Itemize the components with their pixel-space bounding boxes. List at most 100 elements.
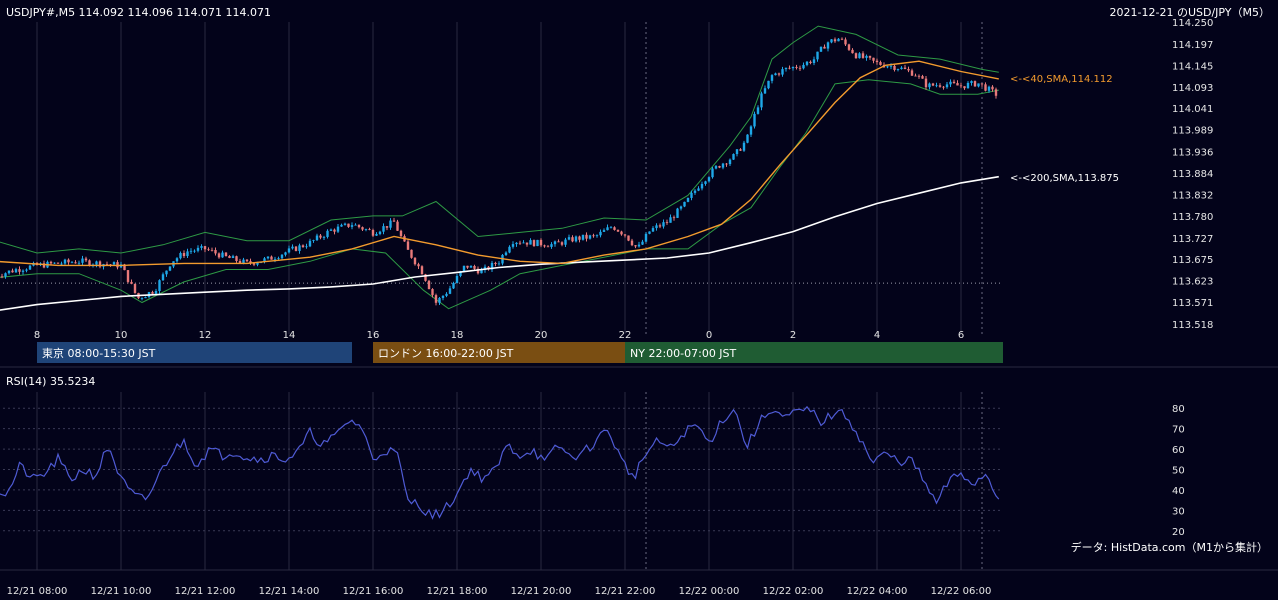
candle-body — [620, 231, 623, 235]
candle-body — [833, 39, 837, 42]
candle-body — [987, 86, 991, 91]
time-tick-label: 12/21 22:00 — [595, 586, 656, 597]
time-tick-label: 12/21 10:00 — [91, 586, 152, 597]
candle-body — [532, 240, 536, 247]
candle-body — [504, 252, 508, 255]
candle-body — [837, 38, 840, 42]
candle-body — [196, 247, 200, 251]
candle-body — [802, 64, 805, 69]
candle-body — [322, 236, 326, 238]
session-bar — [625, 342, 1003, 363]
candle-body — [662, 222, 665, 227]
candle-body — [392, 220, 396, 222]
price-tick-label: 113.623 — [1172, 277, 1213, 288]
session-label: NY 22:00-07:00 JST — [630, 347, 737, 360]
candle-body — [742, 142, 746, 151]
candle-body — [319, 235, 322, 238]
candle-body — [193, 250, 196, 252]
price-tick-label: 113.571 — [1172, 298, 1213, 309]
candle-body — [427, 280, 431, 290]
session-bars: 東京 08:00-15:30 JST ロンドン 16:00-22:00 JST NY… — [37, 342, 1003, 363]
candle-body — [903, 67, 907, 70]
candle-body — [14, 269, 18, 273]
candle-body — [893, 65, 896, 70]
candle-body — [329, 229, 333, 231]
candle-body — [126, 270, 130, 282]
candle-body — [364, 229, 368, 231]
time-tick-label: 12/21 18:00 — [427, 586, 488, 597]
candle-body — [445, 293, 448, 296]
candle-body — [210, 249, 214, 251]
moving-averages — [0, 60, 999, 311]
candle-body — [665, 222, 669, 223]
candle-body — [753, 113, 756, 127]
price-axis: 114.250 114.197 114.145 114.093 114.041 113.9… — [1172, 18, 1213, 331]
candle-body — [189, 250, 193, 252]
bollinger-lower — [0, 79, 999, 310]
candle-body — [690, 192, 693, 198]
candle-body — [0, 276, 4, 278]
candle-body — [144, 297, 147, 299]
candle-body — [165, 270, 168, 275]
candle-body — [977, 83, 980, 87]
candle-body — [784, 67, 788, 70]
candle-body — [574, 236, 578, 242]
hour-tick-label: 0 — [706, 330, 712, 341]
candle-body — [291, 246, 294, 249]
candle-body — [823, 46, 826, 49]
candle-body — [354, 224, 357, 226]
candle-body — [900, 67, 903, 70]
candle-body — [749, 126, 753, 135]
candle-body — [623, 234, 627, 236]
candle-body — [770, 75, 774, 81]
candle-body — [441, 295, 445, 298]
candle-body — [221, 252, 224, 258]
session-label: ロンドン 16:00-22:00 JST — [378, 347, 514, 360]
candle-body — [490, 262, 494, 270]
candle-body — [361, 227, 364, 230]
candle-body — [11, 270, 14, 273]
candle-body — [763, 88, 767, 94]
candle-body — [214, 250, 217, 254]
candle-body — [564, 239, 567, 245]
candle-body — [924, 78, 928, 88]
session-label: 東京 08:00-15:30 JST — [42, 346, 156, 360]
candle-body — [714, 166, 718, 169]
candle-body — [431, 289, 434, 296]
candle-body — [77, 262, 81, 264]
hour-tick-label: 10 — [115, 330, 128, 341]
candle-body — [315, 235, 319, 241]
candle-body — [98, 261, 102, 267]
candle-body — [459, 271, 462, 276]
candle-body — [280, 254, 284, 259]
hour-tick-label: 2 — [790, 330, 796, 341]
hour-tick-label: 4 — [874, 330, 880, 341]
candle-body — [63, 259, 67, 264]
candle-body — [861, 53, 865, 58]
candle-body — [207, 249, 210, 251]
price-tick-label: 114.093 — [1172, 83, 1213, 94]
candle-body — [238, 260, 242, 264]
candle-body — [529, 240, 532, 245]
candle-body — [910, 70, 914, 76]
candle-body — [858, 53, 861, 59]
candle-body — [326, 230, 329, 237]
candle-body — [151, 292, 154, 294]
candle-body — [284, 252, 287, 255]
candle-body — [557, 241, 560, 243]
candle-body — [466, 265, 469, 268]
candle-body — [347, 223, 350, 227]
candle-body — [963, 86, 966, 89]
candle-body — [644, 233, 648, 242]
price-tick-label: 113.936 — [1172, 148, 1213, 159]
candle-body — [154, 291, 158, 294]
candle-body — [795, 66, 798, 68]
candle-body — [634, 245, 637, 247]
candle-body — [396, 221, 399, 231]
candle-body — [543, 245, 546, 247]
candle-body — [973, 81, 977, 87]
candle-body — [438, 297, 441, 303]
candle-body — [571, 237, 574, 242]
candle-body — [462, 265, 466, 272]
rsi-tick-label: 40 — [1172, 486, 1185, 497]
